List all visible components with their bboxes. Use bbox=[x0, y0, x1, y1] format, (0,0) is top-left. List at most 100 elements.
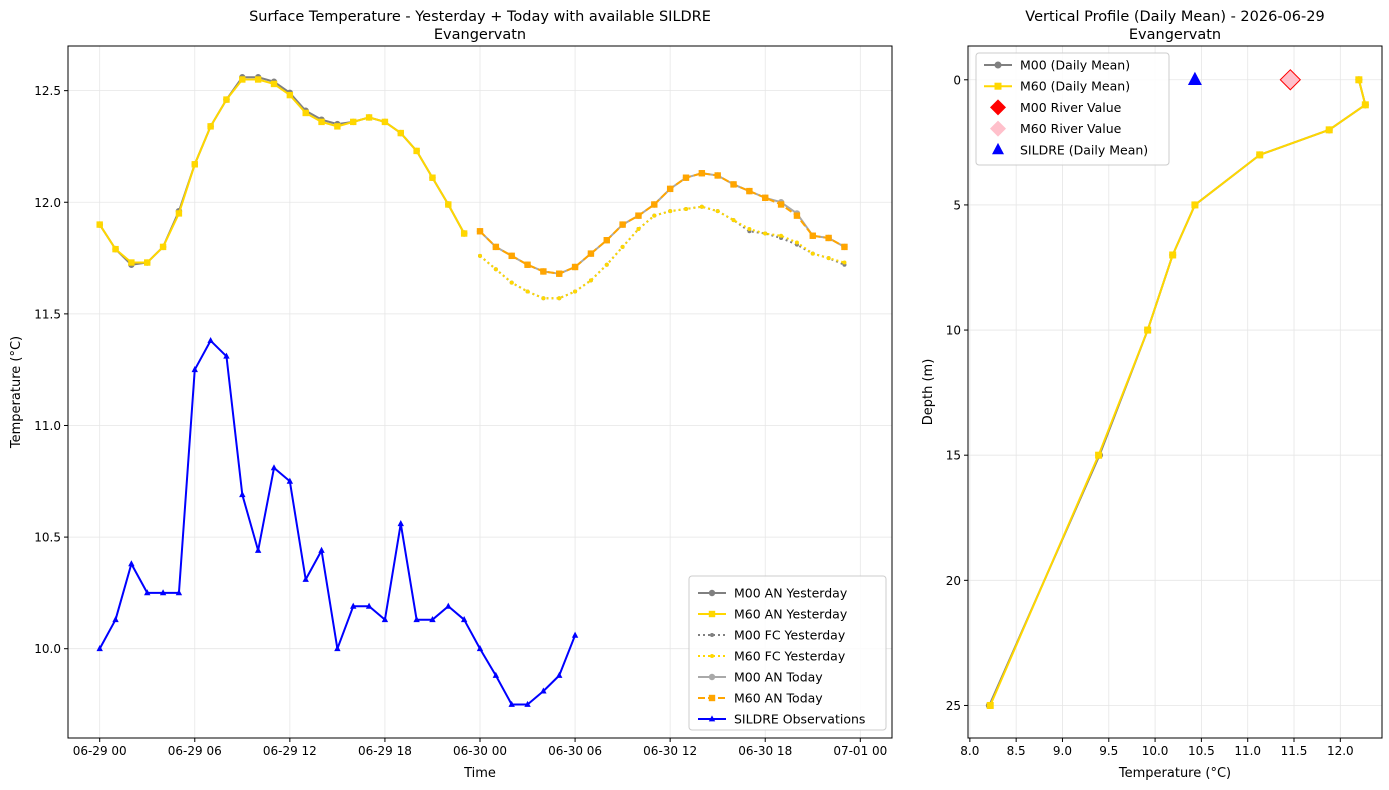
right-x-tick-label: 11.0 bbox=[1234, 744, 1261, 758]
legend-marker-swatch bbox=[990, 99, 1006, 116]
m60-an-yesterday-point bbox=[413, 147, 420, 155]
legend-marker-swatch bbox=[708, 610, 716, 618]
right-x-tick-label: 10.5 bbox=[1188, 744, 1215, 758]
right-y-tick-label: 5 bbox=[953, 198, 961, 212]
m60-an-today-point bbox=[714, 172, 721, 179]
left-legend-label: M00 AN Today bbox=[734, 670, 823, 685]
right-y-axis-label: Depth (m) bbox=[921, 359, 936, 426]
right-legend-entry: SILDRE (Daily Mean) bbox=[992, 142, 1148, 157]
right-x-tick-label: 9.0 bbox=[1053, 744, 1072, 758]
m60-an-today-point bbox=[682, 174, 690, 181]
m60-fc-yesterday-point bbox=[493, 267, 498, 272]
m60-an-yesterday-point bbox=[191, 161, 198, 168]
m60-fc-yesterday-point bbox=[731, 218, 736, 223]
left-y-tick-label: 10.0 bbox=[34, 642, 61, 656]
right-x-tick-label: 9.5 bbox=[1099, 744, 1118, 758]
sildre-observations-point bbox=[254, 546, 262, 553]
m60-fc-yesterday-point bbox=[557, 296, 562, 301]
m60-an-yesterday-point bbox=[270, 80, 278, 88]
left-legend-label: M00 AN Yesterday bbox=[734, 586, 848, 601]
sildre-daily-mean-point bbox=[1187, 71, 1202, 86]
right-series bbox=[985, 69, 1369, 709]
m60-daily-mean-point bbox=[1191, 201, 1199, 209]
m60-daily-mean-point bbox=[986, 701, 994, 709]
right-legend-label: M60 River Value bbox=[1020, 121, 1122, 136]
left-y-axis-label: Temperature (°C) bbox=[9, 336, 24, 449]
m60-daily-mean-point bbox=[1169, 251, 1177, 259]
sildre-observations-point bbox=[144, 589, 151, 596]
right-y-tick-label: 25 bbox=[946, 699, 961, 713]
series-m60-an-today bbox=[476, 170, 848, 277]
sildre-observations-point bbox=[429, 616, 436, 623]
m60-fc-yesterday-point bbox=[652, 213, 657, 218]
m60-an-today-point bbox=[556, 270, 563, 277]
right-y-tick-label: 0 bbox=[953, 73, 961, 87]
left-chart-title: Surface Temperature - Yesterday + Today … bbox=[249, 9, 711, 25]
right-axes-frame bbox=[967, 45, 1383, 739]
right-y-tick-label: 20 bbox=[946, 574, 961, 588]
left-legend-entry: M00 AN Today bbox=[698, 670, 823, 685]
m60-an-yesterday-point bbox=[429, 174, 436, 181]
m60-daily-mean-point bbox=[1355, 76, 1363, 84]
right-x-tick-label: 8.5 bbox=[1007, 744, 1026, 758]
m60-an-yesterday-point bbox=[334, 123, 341, 130]
m60-an-yesterday-point bbox=[254, 76, 262, 83]
m60-daily-mean-point bbox=[1256, 151, 1264, 159]
left-x-tick-label: 06-29 06 bbox=[168, 744, 222, 758]
right-legend-label: M00 River Value bbox=[1020, 100, 1122, 115]
m60-an-yesterday-point bbox=[239, 76, 246, 83]
m60-fc-yesterday-point bbox=[715, 209, 720, 214]
right-legend-entry: M00 River Value bbox=[990, 99, 1122, 116]
m60-fc-yesterday-point bbox=[525, 289, 530, 294]
right-legend-items: M00 (Daily Mean) M60 (Daily Mean) M00 Rive… bbox=[984, 58, 1148, 157]
m60-fc-yesterday-point bbox=[509, 280, 514, 285]
left-legend-label: M60 AN Yesterday bbox=[734, 607, 848, 622]
left-legend-entry: M60 AN Yesterday bbox=[698, 607, 848, 622]
left-chart-subtitle: Evangervatn bbox=[434, 27, 526, 43]
left-y-tick-label: 10.5 bbox=[34, 531, 61, 545]
right-legend-entry: M00 (Daily Mean) bbox=[984, 58, 1130, 73]
right-legend-box bbox=[975, 52, 1170, 166]
m60-river-value-point bbox=[1279, 69, 1302, 91]
m60-fc-yesterday-point bbox=[810, 251, 815, 256]
m60-fc-yesterday-point bbox=[794, 240, 799, 245]
legend-marker-swatch bbox=[992, 142, 1004, 155]
sildre-observations-point bbox=[112, 616, 119, 623]
left-legend-entry: M00 AN Yesterday bbox=[698, 586, 848, 601]
m60-an-yesterday-point bbox=[159, 243, 167, 251]
m60-an-today-point bbox=[651, 201, 658, 208]
left-x-tick-label: 06-30 00 bbox=[453, 744, 507, 758]
m60-fc-yesterday-point bbox=[573, 289, 578, 294]
m60-an-today-point bbox=[746, 187, 753, 195]
sildre-observations-point bbox=[460, 616, 468, 623]
left-x-tick-label: 06-30 18 bbox=[738, 744, 792, 758]
left-y-tick-label: 12.0 bbox=[34, 196, 61, 210]
m60-an-today-point bbox=[492, 243, 500, 251]
m60-an-yesterday-point bbox=[128, 259, 135, 266]
m60-fc-yesterday-point bbox=[763, 231, 768, 236]
left-legend-entry: M00 FC Yesterday bbox=[698, 628, 846, 643]
m60-an-yesterday-point bbox=[318, 118, 325, 126]
m60-an-yesterday-point bbox=[223, 96, 230, 103]
right-y-tick-label: 10 bbox=[946, 324, 961, 338]
sildre-observations-point bbox=[540, 687, 547, 694]
m60-daily-mean-point bbox=[1325, 126, 1333, 134]
right-legend: M00 (Daily Mean) M60 (Daily Mean) M00 Rive… bbox=[975, 52, 1170, 166]
m60-an-today-point bbox=[698, 170, 706, 177]
left-legend-items: M00 AN Yesterday M60 AN Yesterday M00 FC Y… bbox=[698, 586, 865, 727]
m60-an-today-point bbox=[666, 185, 674, 193]
legend-marker-swatch bbox=[710, 633, 714, 637]
legend-marker-swatch bbox=[708, 694, 716, 702]
m60-an-today-point bbox=[635, 212, 642, 219]
m60-an-yesterday-point bbox=[96, 221, 103, 228]
left-x-tick-label: 06-30 12 bbox=[643, 744, 697, 758]
m60-an-yesterday-point bbox=[381, 118, 389, 126]
series-m60-an-yesterday bbox=[96, 76, 468, 266]
m60-an-yesterday-point bbox=[350, 118, 357, 126]
series-sildre-observations bbox=[96, 336, 579, 707]
sildre-observations-point bbox=[318, 546, 325, 553]
legend-marker-swatch bbox=[994, 82, 1002, 90]
right-legend-entry: M60 (Daily Mean) bbox=[984, 79, 1130, 94]
left-x-tick-label: 06-30 06 bbox=[548, 744, 602, 758]
m60-fc-yesterday-line bbox=[479, 205, 845, 300]
